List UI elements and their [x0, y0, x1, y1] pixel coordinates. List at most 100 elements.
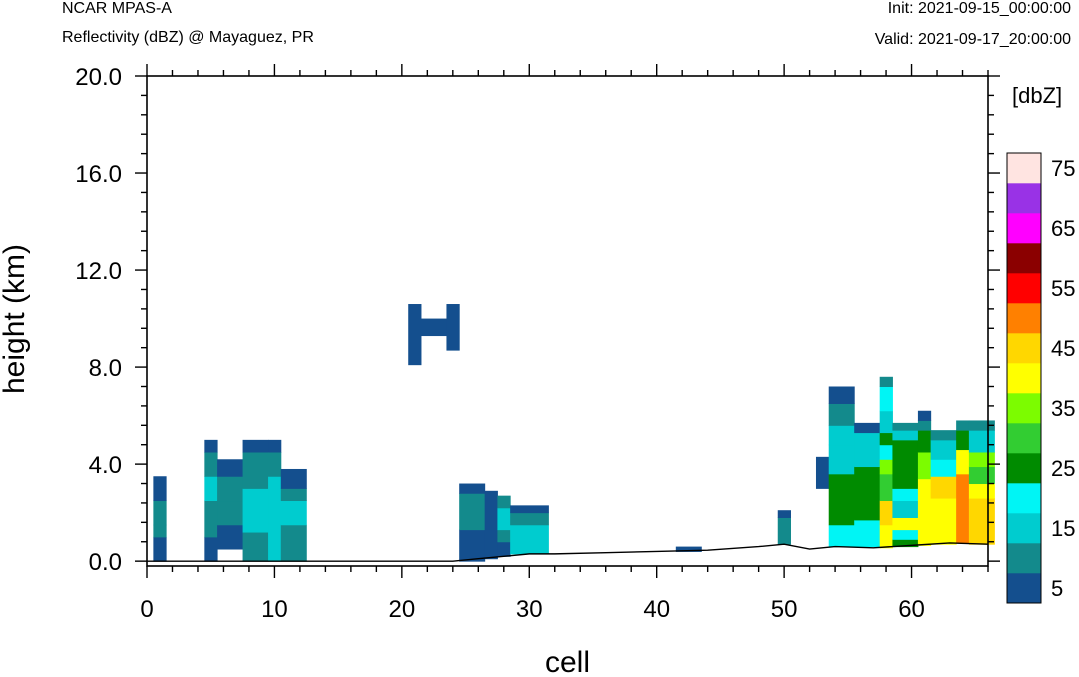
y-tick-label: 12.0 [75, 258, 122, 285]
reflectivity-cell [280, 500, 307, 526]
reflectivity-cell [892, 439, 919, 489]
reflectivity-cell [510, 524, 549, 555]
init-time: Init: 2021-09-15_00:00:00 [887, 0, 1071, 17]
x-tick-label: 0 [140, 596, 153, 623]
reflectivity-cell [879, 410, 893, 434]
reflectivity-cell [854, 466, 881, 521]
colorbar-label: 5 [1051, 576, 1063, 601]
y-tick-label: 4.0 [89, 452, 122, 479]
reflectivity-cell [892, 539, 919, 548]
x-tick-label: 10 [261, 596, 288, 623]
reflectivity-cell [892, 529, 919, 540]
reflectivity-cell [956, 473, 970, 544]
reflectivity-cell [204, 476, 218, 502]
reflectivity-cell [930, 430, 957, 441]
colorbar-label: 35 [1051, 396, 1075, 421]
reflectivity-cell [956, 430, 970, 451]
reflectivity-cell [828, 444, 855, 475]
reflectivity-cell [777, 510, 791, 518]
x-tick-label: 30 [516, 596, 543, 623]
x-tick-label: 50 [771, 596, 798, 623]
reflectivity-cell [497, 541, 511, 557]
colorbar-swatch [1007, 183, 1041, 214]
reflectivity-cell [777, 517, 791, 545]
reflectivity-cell [242, 451, 269, 489]
reflectivity-cell [917, 420, 932, 431]
x-tick-label: 20 [388, 596, 415, 623]
reflectivity-cell [153, 500, 167, 526]
axis-ticks [135, 64, 1000, 578]
colorbar-swatch [1007, 573, 1041, 604]
reflectivity-cell [917, 410, 932, 421]
reflectivity-cell [217, 459, 244, 477]
reflectivity-cell [892, 517, 919, 531]
reflectivity-cell [879, 444, 893, 460]
reflectivity-cell [930, 498, 957, 545]
reflectivity-cell [879, 376, 893, 387]
y-tick-label: 20.0 [75, 64, 122, 91]
reflectivity-cell [968, 420, 995, 431]
reflectivity-cell [484, 490, 498, 560]
reflectivity-cell [242, 488, 269, 533]
reflectivity-cell [510, 505, 549, 514]
x-tick-label: 40 [643, 596, 670, 623]
colorbar-swatch [1007, 483, 1041, 514]
reflectivity-cell [879, 500, 893, 526]
reflectivity-cell [879, 459, 893, 475]
reflectivity-cell [968, 430, 995, 453]
reflectivity-cell [510, 512, 549, 526]
reflectivity-cell [879, 432, 893, 446]
reflectivity-cell [268, 512, 282, 562]
colorbar-swatch [1007, 393, 1041, 424]
colorbar-swatch [1007, 273, 1041, 304]
reflectivity-cell [854, 422, 881, 434]
reflectivity-cell [956, 420, 970, 431]
colorbar-label: 45 [1051, 336, 1075, 361]
reflectivity-cell [153, 524, 167, 538]
reflectivity-cell [917, 478, 932, 526]
colorbar-label: 65 [1051, 216, 1075, 241]
reflectivity-cell [204, 536, 218, 562]
axis-tick-labels: 0 10 20 30 40 50 60 0.0 4.0 8.0 12.0 16.0 20.0 [75, 64, 925, 623]
reflectivity-cell [204, 500, 218, 538]
model-name: NCAR MPAS-A [62, 0, 172, 17]
colorbar-swatch [1007, 303, 1041, 334]
reflectivity-cell [446, 304, 460, 351]
colorbar-swatch [1007, 153, 1041, 184]
reflectivity-cell [268, 476, 282, 514]
x-axis-title: cell [545, 646, 590, 677]
colorbar-swatch [1007, 423, 1041, 454]
reflectivity-cell [828, 524, 855, 548]
reflectivity-cell [153, 536, 167, 562]
reflectivity-cell [675, 546, 702, 552]
reflectivity-cell [497, 495, 511, 509]
colorbar-label: 25 [1051, 456, 1075, 481]
colorbar-label: 75 [1051, 156, 1075, 181]
reflectivity-cell [459, 493, 486, 531]
colorbar-frame [1006, 152, 1042, 604]
colorbar-swatch [1007, 513, 1041, 544]
valid-time: Valid: 2021-09-17_20:00:00 [874, 31, 1071, 48]
reflectivity-cell [968, 483, 995, 499]
reflectivity-cell [459, 483, 486, 494]
colorbar: 5 15 25 35 45 55 65 75 [1006, 152, 1075, 604]
reflectivity-cell [242, 532, 269, 562]
reflectivity-cell [854, 519, 881, 548]
reflectivity-cell [968, 466, 995, 485]
reflectivity-cell [828, 403, 855, 426]
colorbar-swatch [1007, 243, 1041, 274]
terrain-line [147, 542, 989, 562]
reflectivity-cell [153, 476, 167, 502]
y-tick-label: 8.0 [89, 355, 122, 382]
reflectivity-cell [968, 498, 995, 545]
reflectivity-cell [497, 507, 511, 531]
reflectivity-cell [204, 439, 218, 453]
colorbar-label: 15 [1051, 516, 1075, 541]
reflectivity-cell [268, 439, 282, 453]
colorbar-swatch [1007, 333, 1041, 364]
reflectivity-cell [879, 386, 893, 412]
reflectivity-cell [917, 524, 932, 546]
reflectivity-cell [217, 476, 244, 502]
reflectivity-cell [828, 386, 855, 404]
